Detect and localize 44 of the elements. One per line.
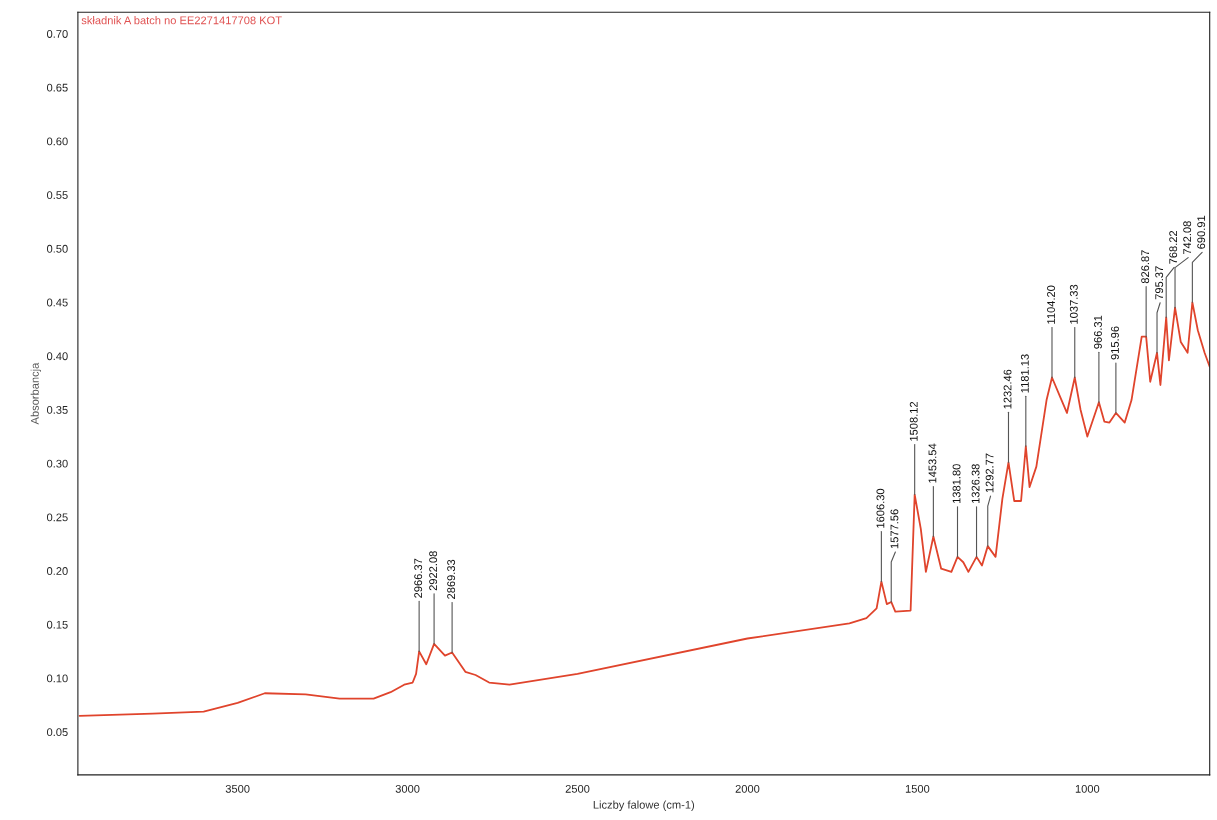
y-tick-label: 0.70 <box>46 30 68 38</box>
annotation: 1381.80 <box>952 464 961 504</box>
annotation: 1606.30 <box>876 488 885 528</box>
y-tick-label: 0.45 <box>46 298 68 307</box>
x-axis-title: Liczby falowe (cm-1) <box>593 800 695 811</box>
y-tick-label: 0.15 <box>46 620 68 629</box>
x-tick-label: 1000 <box>1075 784 1100 793</box>
annotation: 768.22 <box>1169 230 1178 264</box>
x-tick-label: 2000 <box>735 784 760 793</box>
annotation: 1181.13 <box>1020 354 1029 393</box>
annotation: 1292.77 <box>985 453 994 493</box>
y-tick-label: 0.25 <box>46 513 68 522</box>
x-tick-label: 2500 <box>565 784 590 793</box>
y-tick-label: 0.05 <box>46 728 68 737</box>
x-tick-label: 3000 <box>395 784 420 793</box>
annotation: 742.08 <box>1183 221 1192 255</box>
annotation: 690.91 <box>1197 215 1206 249</box>
y-tick-label: 0.10 <box>46 674 68 683</box>
annotation: 2869.33 <box>447 559 456 599</box>
y-tick-label: 0.40 <box>46 352 68 361</box>
chart-title: składnik A batch no EE2271417708 KOT <box>81 16 282 25</box>
y-tick-label: 0.55 <box>46 191 68 200</box>
x-tick-label: 1500 <box>905 784 930 793</box>
annotation: 1577.56 <box>890 509 899 549</box>
annotation: 826.87 <box>1141 250 1150 284</box>
y-tick-label: 0.50 <box>46 244 68 253</box>
y-tick-label: 0.35 <box>46 405 68 414</box>
annotation: 1508.12 <box>909 401 918 441</box>
annotation: 1326.38 <box>971 464 980 504</box>
y-tick-label: 0.60 <box>46 137 68 146</box>
annotation: 1037.33 <box>1069 284 1078 324</box>
annotation: 915.96 <box>1111 326 1119 360</box>
annotation: 1232.46 <box>1003 369 1012 409</box>
y-axis-title: Absorbancja <box>30 362 41 425</box>
annotation: 1453.54 <box>928 443 937 483</box>
annotation: 2922.08 <box>429 551 438 591</box>
x-tick-label: 3500 <box>225 784 250 793</box>
y-tick-label: 0.30 <box>46 459 68 468</box>
y-tick-label: 0.65 <box>46 83 68 92</box>
annotation: 795.37 <box>1155 266 1164 300</box>
annotation: 1104.20 <box>1047 285 1055 324</box>
annotation: 966.31 <box>1094 315 1102 349</box>
annotation: 2966.37 <box>414 558 423 598</box>
y-tick-label: 0.20 <box>46 567 68 575</box>
